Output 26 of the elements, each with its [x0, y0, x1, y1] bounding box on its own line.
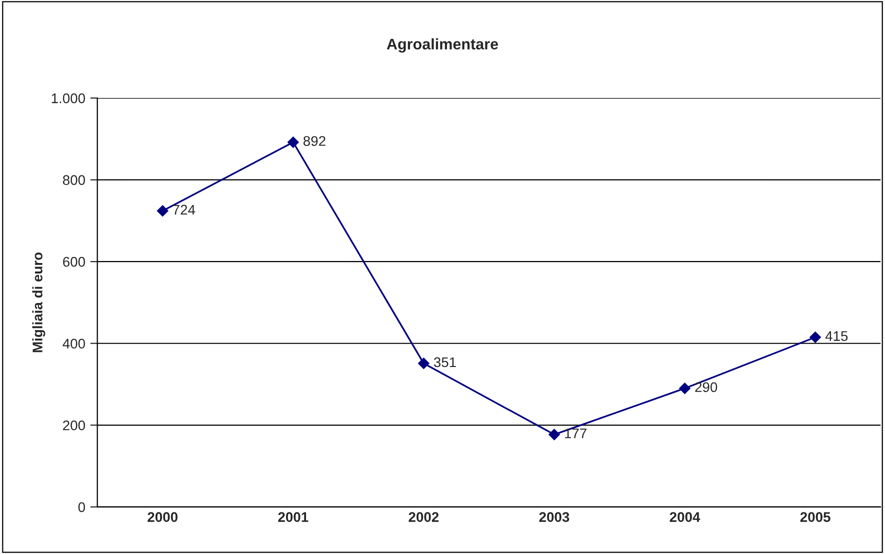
point	[288, 136, 299, 148]
data-label: 892	[303, 136, 326, 146]
data-label: 724	[173, 204, 196, 214]
data-label: 177	[565, 428, 586, 438]
y-tick-label: 400	[62, 338, 86, 349]
point	[810, 332, 821, 343]
y-tick-label: 200	[63, 420, 86, 430]
y-tick-label: 1.000	[52, 93, 86, 104]
data-label: 290	[695, 382, 718, 392]
x-tick-label: 2002	[408, 512, 439, 522]
x-tick-label: 2001	[278, 512, 308, 522]
x-tick-label: 2005	[800, 512, 830, 522]
data-label: 415	[825, 331, 848, 341]
point	[418, 358, 430, 370]
y-axis-title: Migliaia di euro	[32, 252, 46, 352]
x-tick-label: 2003	[539, 512, 570, 522]
y-tick-label: 800	[62, 175, 86, 185]
point	[548, 428, 560, 440]
data-label: 351	[434, 357, 456, 368]
chart-title: Agroalimentare	[386, 38, 498, 53]
point	[679, 382, 690, 394]
x-tick-label: 2000	[148, 512, 178, 522]
y-tick-label: 0	[78, 502, 85, 512]
y-tick-label: 600	[63, 256, 86, 267]
point	[157, 205, 168, 217]
x-tick-label: 2004	[670, 512, 700, 522]
